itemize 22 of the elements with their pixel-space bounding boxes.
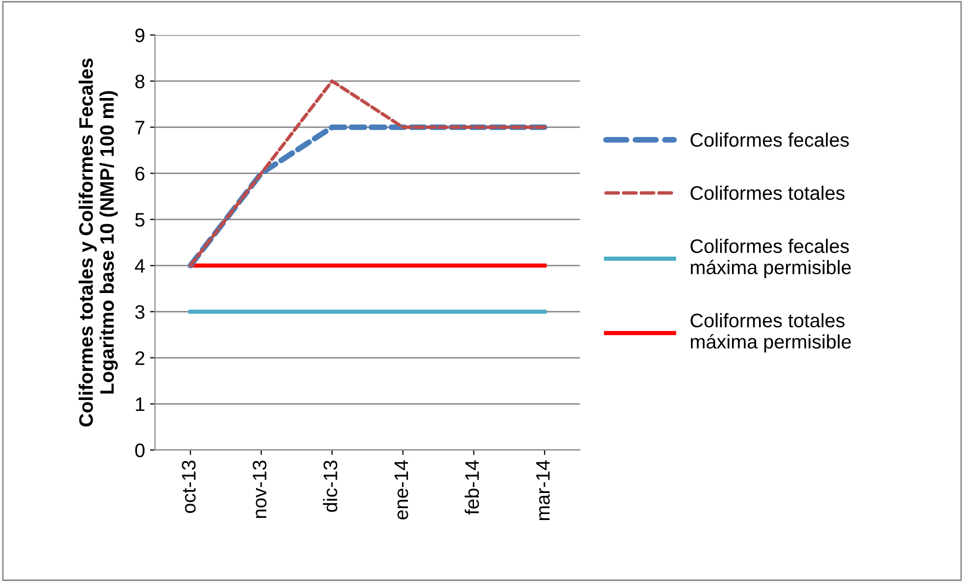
- y-tick-label: 3: [135, 305, 144, 319]
- y-tick-label: 8: [135, 74, 144, 88]
- y-tick-label: 4: [134, 259, 145, 273]
- legend-label: Coliformes totales máxima permisible: [690, 313, 851, 352]
- line-series: [188, 79, 546, 268]
- y-axis-title: Coliformes totales y Coliformes Fecales Logaritmo base 10 (NMP/ 100 ml): [78, 58, 118, 426]
- y-tick-label: 7: [135, 120, 144, 134]
- y-tick-label: 0: [135, 443, 145, 458]
- x-tick-label: oct-13: [182, 460, 196, 513]
- x-tick-label: dic-13: [323, 460, 338, 512]
- x-tick-label: nov-13: [252, 460, 266, 518]
- x-tick-label: ene-14: [394, 460, 408, 520]
- x-tick-label: feb-14: [464, 460, 479, 515]
- y-tick-label: 2: [135, 351, 144, 365]
- legend-label: Coliformes fecales: [690, 132, 849, 147]
- y-tick-label: 9: [135, 28, 144, 42]
- legend-label: Coliformes totales: [690, 186, 845, 200]
- y-tick-label: 5: [135, 213, 144, 227]
- legend-label: Coliformes fecales máxima permisible: [690, 238, 851, 278]
- y-tick-label: 1: [136, 398, 144, 411]
- y-tick-label: 6: [135, 166, 144, 181]
- x-tick-label: mar-14: [536, 460, 550, 520]
